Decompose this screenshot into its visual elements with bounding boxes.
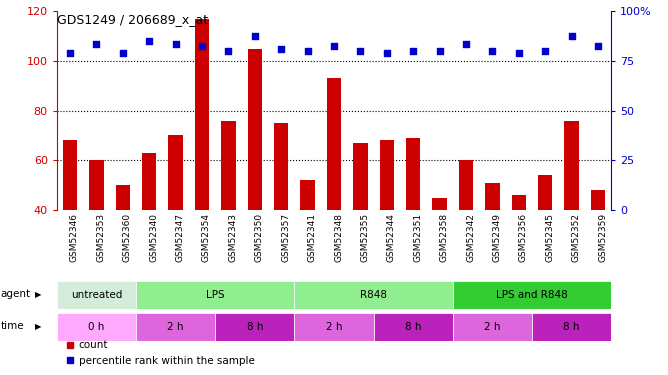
- Text: GSM52348: GSM52348: [334, 213, 343, 262]
- Bar: [564, 121, 579, 309]
- Bar: [142, 153, 156, 309]
- Text: 2 h: 2 h: [326, 322, 342, 332]
- Bar: [453, 281, 611, 309]
- Bar: [221, 121, 236, 309]
- Point: [144, 38, 154, 44]
- Text: GSM52360: GSM52360: [123, 213, 132, 262]
- Text: GSM52353: GSM52353: [96, 213, 106, 262]
- Text: time: time: [1, 321, 24, 331]
- Bar: [538, 175, 552, 309]
- Point: [302, 48, 313, 54]
- Bar: [136, 313, 215, 341]
- Point: [170, 40, 181, 46]
- Text: GSM52354: GSM52354: [202, 213, 211, 262]
- Text: GSM52347: GSM52347: [176, 213, 184, 262]
- Text: 8 h: 8 h: [246, 322, 263, 332]
- Bar: [63, 141, 77, 309]
- Text: GSM52344: GSM52344: [387, 213, 396, 262]
- Bar: [195, 19, 209, 309]
- Text: R848: R848: [360, 290, 387, 300]
- Point: [514, 51, 524, 57]
- Point: [487, 48, 498, 54]
- Text: ▶: ▶: [35, 322, 41, 331]
- Bar: [57, 313, 136, 341]
- Text: GSM52349: GSM52349: [492, 213, 502, 262]
- Text: 0 h: 0 h: [88, 322, 105, 332]
- Text: GSM52355: GSM52355: [361, 213, 369, 262]
- Bar: [453, 313, 532, 341]
- Bar: [89, 160, 104, 309]
- Point: [276, 45, 287, 51]
- Text: GSM52351: GSM52351: [413, 213, 422, 262]
- Point: [91, 40, 102, 46]
- Bar: [295, 313, 373, 341]
- Bar: [485, 183, 500, 309]
- Point: [65, 51, 75, 57]
- Text: GSM52346: GSM52346: [70, 213, 79, 262]
- Bar: [327, 78, 341, 309]
- Text: GDS1249 / 206689_x_at: GDS1249 / 206689_x_at: [57, 13, 208, 26]
- Bar: [379, 141, 394, 309]
- Point: [408, 48, 419, 54]
- Text: GSM52356: GSM52356: [519, 213, 528, 262]
- Point: [593, 43, 603, 49]
- Text: agent: agent: [1, 290, 31, 299]
- Legend: count, percentile rank within the sample: count, percentile rank within the sample: [62, 336, 259, 370]
- Point: [381, 51, 392, 57]
- Text: GSM52350: GSM52350: [255, 213, 264, 262]
- Text: ▶: ▶: [35, 290, 41, 299]
- Bar: [295, 281, 453, 309]
- Bar: [301, 180, 315, 309]
- Point: [461, 40, 472, 46]
- Text: 2 h: 2 h: [484, 322, 500, 332]
- Bar: [406, 138, 420, 309]
- Bar: [353, 143, 367, 309]
- Bar: [591, 190, 605, 309]
- Text: 8 h: 8 h: [563, 322, 580, 332]
- Bar: [274, 123, 289, 309]
- Point: [223, 48, 234, 54]
- Text: GSM52345: GSM52345: [545, 213, 554, 262]
- Bar: [136, 281, 295, 309]
- Bar: [57, 281, 136, 309]
- Bar: [168, 135, 183, 309]
- Text: LPS: LPS: [206, 290, 224, 300]
- Bar: [215, 313, 295, 341]
- Text: 8 h: 8 h: [405, 322, 422, 332]
- Text: GSM52352: GSM52352: [572, 213, 580, 262]
- Text: GSM52358: GSM52358: [440, 213, 449, 262]
- Text: GSM52340: GSM52340: [149, 213, 158, 262]
- Text: 2 h: 2 h: [168, 322, 184, 332]
- Text: GSM52341: GSM52341: [307, 213, 317, 262]
- Text: GSM52342: GSM52342: [466, 213, 475, 262]
- Point: [355, 48, 366, 54]
- Bar: [432, 198, 447, 309]
- Point: [196, 43, 207, 49]
- Bar: [532, 313, 611, 341]
- Point: [249, 33, 260, 39]
- Point: [540, 48, 550, 54]
- Bar: [512, 195, 526, 309]
- Text: GSM52357: GSM52357: [281, 213, 290, 262]
- Text: LPS and R848: LPS and R848: [496, 290, 568, 300]
- Bar: [116, 185, 130, 309]
- Bar: [248, 48, 262, 309]
- Point: [329, 43, 339, 49]
- Text: GSM52359: GSM52359: [598, 213, 607, 262]
- Point: [118, 51, 128, 57]
- Bar: [373, 313, 453, 341]
- Point: [434, 48, 445, 54]
- Text: GSM52343: GSM52343: [228, 213, 237, 262]
- Text: untreated: untreated: [71, 290, 122, 300]
- Bar: [459, 160, 473, 309]
- Point: [566, 33, 577, 39]
